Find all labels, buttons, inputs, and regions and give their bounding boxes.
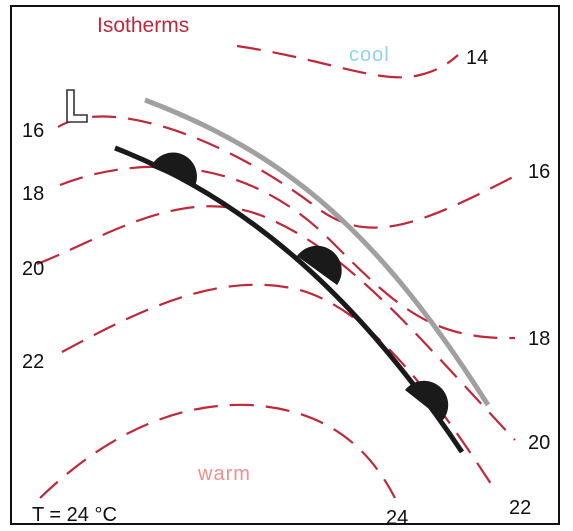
warm-front xyxy=(114,145,465,454)
isotherm-label-right-22: 22 xyxy=(509,497,531,519)
isotherm-label-left-16: 16 xyxy=(22,120,44,142)
isotherm-24 xyxy=(39,403,396,499)
isotherm-label-left-20: 20 xyxy=(22,258,44,280)
isotherm-label-left-22: 22 xyxy=(22,351,44,373)
cool-label: cool xyxy=(349,44,390,66)
isotherm-18 xyxy=(59,165,516,340)
isotherm-label-left-18: 18 xyxy=(22,183,44,205)
warm-label: warm xyxy=(197,463,251,485)
isotherm-label-right-16: 16 xyxy=(528,161,550,183)
isotherm-20 xyxy=(36,205,516,441)
temperature-readout: T = 24 °C xyxy=(32,504,117,526)
warm-front-semicircle-1 xyxy=(151,152,197,186)
isotherm-label-right-14: 14 xyxy=(466,47,488,69)
isotherm-label-right-18: 18 xyxy=(528,328,550,350)
diagram-frame xyxy=(10,5,560,525)
isotherm-label-right-24: 24 xyxy=(386,507,408,529)
front-cool-edge xyxy=(144,97,491,407)
warm-front-semicircle-3 xyxy=(405,380,449,420)
isotherm-16 xyxy=(57,115,516,229)
low-pressure-symbol xyxy=(66,89,88,123)
isotherm-label-right-20: 20 xyxy=(528,432,550,454)
diagram-title: Isotherms xyxy=(97,14,189,37)
warm-front-semicircle-2 xyxy=(297,245,342,285)
